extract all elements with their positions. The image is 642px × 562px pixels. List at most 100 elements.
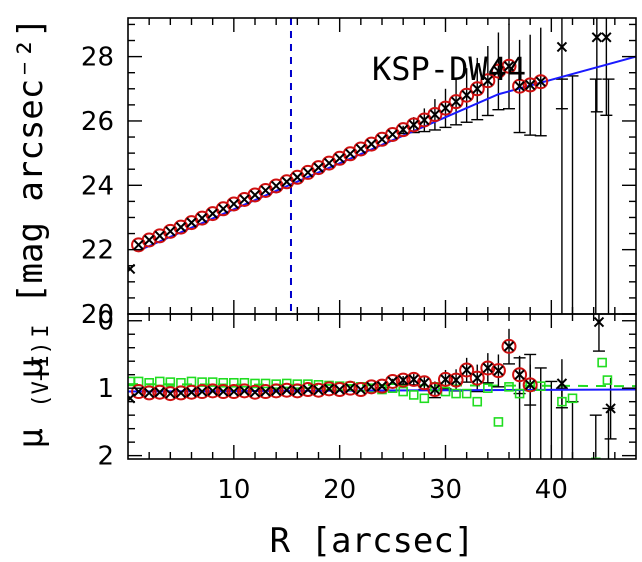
- bottom-circle-0: [131, 384, 147, 400]
- bottom-cross-stroke-b-20: [334, 384, 345, 395]
- top-cross-stroke-b-9: [218, 203, 229, 214]
- top-cross-34: [482, 75, 494, 86]
- bottom-circle-14: [279, 382, 295, 398]
- bottom-cross-6: [186, 387, 197, 398]
- bottom-green-square-33: [472, 396, 483, 407]
- top-cross-26: [397, 124, 409, 135]
- bottom-cross-stroke-b-30: [440, 374, 451, 385]
- bottom-cross-stroke-b-21: [345, 382, 356, 394]
- bottom-ytick-label-1: 1: [97, 374, 114, 404]
- top-cross-19: [323, 157, 335, 169]
- bottom-cross-37: [514, 369, 525, 380]
- bottom-cross-stroke-b-38: [524, 379, 536, 391]
- bottom-cross-stroke-b-9: [218, 386, 229, 397]
- bottom-cross-stroke-b-10: [228, 386, 240, 397]
- bottom-cross-21: [345, 382, 356, 394]
- bottom-circle-9: [226, 384, 242, 400]
- bottom-cross-stroke-b-26: [397, 374, 409, 386]
- bottom-ytick-label-0: 0: [97, 307, 114, 337]
- bottom-cross-stroke-b-3: [154, 387, 165, 398]
- bottom-cross-27: [408, 374, 419, 385]
- bottom-cross-stroke-b-34: [482, 362, 494, 374]
- bottom-cross-stroke-b-31: [450, 374, 462, 386]
- top-cross-stroke-b-27: [408, 119, 419, 131]
- bottom-cross-19: [323, 383, 335, 395]
- bottom-circle-28: [427, 382, 443, 398]
- bottom-cross-11: [239, 385, 250, 397]
- bottom-circle-19: [332, 382, 348, 398]
- top-cross-15: [281, 176, 292, 187]
- bottom-cross-35: [493, 365, 504, 376]
- bottom-green-square-36: [504, 382, 514, 392]
- top-cross-stroke-b-1: [133, 239, 144, 251]
- bottom-green-square-3: [154, 376, 165, 387]
- top-cross-stroke-b-16: [292, 172, 303, 183]
- y-axis-title-top-unit: [mag arcsec⁻²]: [11, 17, 51, 304]
- top-cross-stroke-b-25: [387, 129, 398, 140]
- top-cross-37: [514, 81, 525, 92]
- top-cross-17: [302, 167, 314, 178]
- top-cross-16: [292, 172, 303, 183]
- axes-decor: 20 22 24 26 28 0 1 2 10 20 30 40: [81, 17, 637, 505]
- bottom-cross-26: [397, 374, 409, 386]
- bottom-cross-13: [260, 386, 271, 397]
- top-cross-stroke-b-19: [323, 157, 335, 169]
- top-cross-stroke-b-6: [186, 217, 197, 228]
- bottom-cross-stroke-b-15: [281, 385, 292, 396]
- top-circle-30: [448, 94, 464, 110]
- bottom-circle-13: [268, 383, 284, 399]
- bottom-green-square-14: [271, 379, 281, 389]
- top-cross-10: [228, 198, 240, 210]
- bottom-green-square-34: [483, 383, 493, 393]
- y-axis-title-top: μ I [mag arcsec⁻²]: [11, 17, 57, 378]
- bottom-cross-14: [270, 385, 282, 397]
- bottom-cross-stroke-b-35: [493, 365, 504, 376]
- bottom-circle-7: [205, 383, 221, 399]
- bottom-green-square-35: [493, 417, 504, 427]
- bottom-cross-stroke-b-7: [196, 386, 208, 397]
- top-cross-stroke-b-30: [440, 102, 451, 114]
- bottom-cross-20: [334, 384, 345, 395]
- bottom-cross-stroke-b-28: [419, 377, 430, 388]
- bottom-cross-22: [355, 384, 367, 395]
- top-cross-41: [591, 32, 603, 43]
- y-axis-title-bottom-sub: (V−I): [29, 341, 54, 407]
- bottom-cross-34: [482, 362, 494, 374]
- bottom-green-square-32: [461, 388, 472, 399]
- top-cross-stroke-b-26: [397, 124, 409, 135]
- top-ytick-label-0: 20: [81, 300, 114, 330]
- y-axis-title-bottom-symbol: μ: [11, 428, 51, 448]
- top-cross-stroke-b-28: [419, 114, 430, 126]
- top-cross-11: [239, 194, 250, 205]
- top-cross-38: [524, 79, 536, 91]
- top-cross-39: [535, 76, 546, 87]
- y-axis-title-top-sub: I: [29, 324, 54, 337]
- bottom-cross-stroke-b-18: [313, 385, 324, 396]
- bottom-green-square-15: [281, 378, 292, 389]
- bottom-cross-29: [429, 384, 441, 395]
- bottom-green-square-16: [292, 379, 303, 389]
- bottom-green-square-13: [260, 378, 271, 389]
- bottom-cross-31: [450, 374, 462, 386]
- bottom-green-square-40: [557, 396, 567, 407]
- bottom-cross-stroke-b-17: [302, 384, 314, 395]
- bottom-cross-stroke-b-29: [429, 384, 441, 395]
- top-cross-stroke-b-10: [228, 198, 240, 210]
- bottom-cross-stroke-b-19: [323, 383, 335, 395]
- top-ytick-label-3: 26: [81, 107, 114, 137]
- top-cross-8: [207, 208, 218, 219]
- bottom-cross-12: [249, 387, 261, 398]
- bottom-cross-stroke-b-24: [376, 380, 388, 392]
- top-cross-stroke-b-42: [601, 32, 612, 43]
- top-cross-29: [429, 109, 441, 120]
- top-cross-28: [419, 114, 430, 126]
- top-cross-stroke-b-24: [376, 134, 388, 145]
- top-cross-23: [366, 138, 377, 150]
- bottom-cross-2: [143, 387, 155, 399]
- bottom-cross-28: [419, 377, 430, 388]
- top-cross-stroke-b-2: [143, 234, 155, 246]
- top-cross-stroke-b-22: [355, 143, 367, 155]
- bottom-green-square-37: [514, 388, 525, 399]
- bottom-green-square-44: [602, 375, 613, 385]
- top-panel: [128, 18, 636, 314]
